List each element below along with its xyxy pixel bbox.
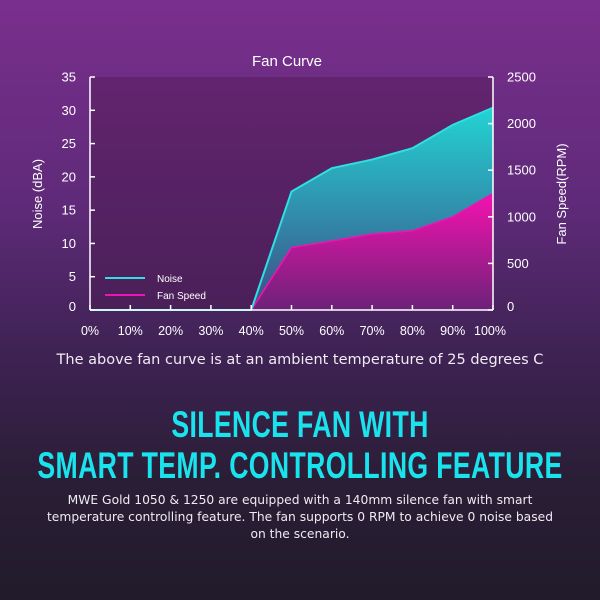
y2-tick-label: 1500	[507, 163, 536, 178]
y-tick-label: 5	[69, 269, 76, 284]
y2-tick-label: 2500	[507, 70, 536, 85]
heading-line-1: SILENCE FAN WITH	[171, 404, 429, 445]
x-tick-label: 10%	[118, 324, 143, 338]
x-tick-label: 60%	[319, 324, 344, 338]
chart-title: Fan Curve	[252, 53, 322, 70]
x-tick-label: 100%	[474, 324, 506, 338]
y2-axis-label: Fan Speed(RPM)	[554, 143, 569, 244]
y-axis-label: Noise (dBA)	[30, 159, 45, 229]
legend-label-noise: Noise	[157, 274, 183, 285]
legend-label-fan-speed: Fan Speed	[157, 291, 206, 302]
y2-tick-label: 2000	[507, 116, 536, 131]
y2-tick-label: 1000	[507, 209, 536, 224]
fan-speed-area	[90, 193, 493, 310]
y2-tick-label: 500	[507, 256, 529, 271]
y-tick-label: 35	[62, 70, 76, 85]
y-tick-label: 0	[69, 299, 76, 314]
x-tick-label: 0%	[81, 324, 99, 338]
y-tick-label: 15	[62, 203, 76, 218]
x-tick-label: 90%	[440, 324, 465, 338]
x-tick-label: 20%	[158, 324, 183, 338]
heading-line-2: SMART TEMP. CONTROLLING FEATURE	[37, 445, 563, 486]
x-tick-label: 50%	[279, 324, 304, 338]
x-tick-label: 40%	[239, 324, 264, 338]
y-tick-label: 20	[62, 169, 76, 184]
chart-caption: The above fan curve is at an ambient tem…	[56, 352, 544, 368]
fan-curve-chart: Fan Curve Noise (dBA) Fan Speed(RPM) 0 5 1…	[30, 53, 569, 338]
y2-tick-label: 0	[507, 299, 514, 314]
x-tick-label: 70%	[360, 324, 385, 338]
feature-heading: SILENCE FAN WITH SMART TEMP. CONTROLLING…	[0, 405, 600, 487]
feature-description: MWE Gold 1050 & 1250 are equipped with a…	[46, 493, 553, 541]
x-tick-label: 30%	[198, 324, 223, 338]
y-tick-label: 25	[62, 136, 76, 151]
y-tick-label: 30	[62, 103, 76, 118]
x-tick-label: 80%	[400, 324, 425, 338]
y-tick-label: 10	[62, 236, 76, 251]
